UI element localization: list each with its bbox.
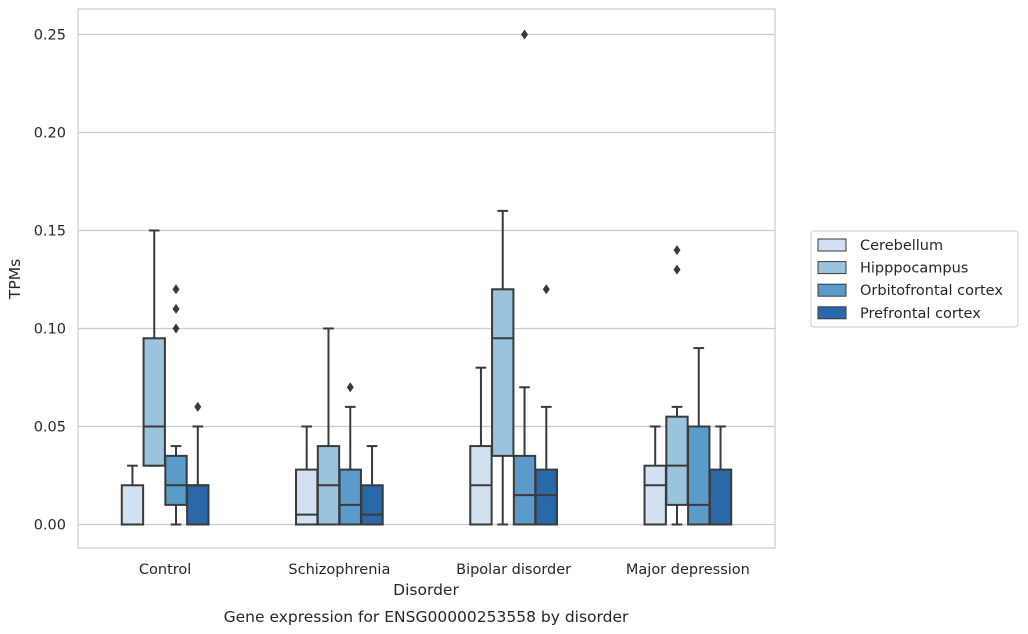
y-tick-label: 0.10 <box>34 321 66 337</box>
legend-label: Hipppocampus <box>860 261 968 277</box>
box-body <box>120 484 145 526</box>
box-prefrontal-cortex <box>534 284 558 526</box>
x-tick-labels: Control Schizophrenia Bipolar disorder Majo… <box>139 562 750 578</box>
box-body <box>534 468 558 526</box>
legend-label: Cerebellum <box>860 238 943 254</box>
box-cerebellum <box>469 366 493 526</box>
legend-swatch <box>817 261 847 275</box>
plot-area-frame <box>77 8 776 549</box>
y-tick-labels: 0.00 0.05 0.10 0.15 0.20 0.25 <box>34 27 66 533</box>
legend-item: Cerebellum <box>817 238 943 254</box>
y-tick-label: 0.00 <box>34 517 66 533</box>
x-tick-label: Major depression <box>626 562 750 578</box>
outlier-point <box>194 401 202 412</box>
legend-item: Hipppocampus <box>817 261 968 277</box>
y-axis-label: TPMs <box>6 259 24 300</box>
box-groups <box>120 29 733 526</box>
box-prefrontal-cortex <box>186 401 210 526</box>
chart-caption: Gene expression for ENSG00000253558 by d… <box>224 608 629 626</box>
outlier-point <box>542 284 550 295</box>
box-cerebellum <box>643 425 667 526</box>
box-body <box>164 454 188 506</box>
category-group <box>295 327 384 526</box>
legend-label: Orbitofrontal cortex <box>860 283 1003 299</box>
legend-item: Prefrontal cortex <box>817 306 981 322</box>
box-cerebellum <box>295 425 319 526</box>
box-body <box>708 468 733 526</box>
legend: Cerebellum Hipppocampus Orbitofrontal cort… <box>810 230 1019 328</box>
box-body <box>295 468 319 526</box>
box-orbitofrontal-cortex <box>164 284 188 526</box>
box-orbitofrontal-cortex <box>338 382 362 526</box>
legend-label: Prefrontal cortex <box>860 306 981 322</box>
legend-swatch <box>817 238 847 252</box>
box-body <box>687 425 711 526</box>
x-tick-label: Schizophrenia <box>288 562 390 578</box>
box-orbitofrontal-cortex <box>687 347 711 526</box>
y-tick-label: 0.05 <box>34 419 66 435</box>
outlier-point <box>172 303 180 314</box>
box-prefrontal-cortex <box>360 445 384 526</box>
box-body <box>338 468 362 526</box>
outlier-point <box>346 382 354 393</box>
box-prefrontal-cortex <box>708 425 733 526</box>
box-cerebellum <box>120 464 145 526</box>
y-tick-label: 0.20 <box>34 125 66 141</box>
box-body <box>491 288 515 457</box>
box-hipppocampus <box>665 245 689 526</box>
box-orbitofrontal-cortex <box>512 29 537 526</box>
outlier-point <box>172 323 180 334</box>
legend-item: Orbitofrontal cortex <box>817 283 1003 299</box>
box-body <box>512 454 537 526</box>
y-tick-label: 0.25 <box>34 27 66 43</box>
outlier-point <box>673 264 681 275</box>
x-axis-label: Disorder <box>393 581 459 599</box>
legend-items: Cerebellum Hipppocampus Orbitofrontal cort… <box>817 238 1003 322</box>
box-body <box>142 337 166 467</box>
box-body <box>665 415 689 506</box>
legend-swatch <box>817 306 847 320</box>
box-body <box>643 464 667 526</box>
y-tick-label: 0.15 <box>34 223 66 239</box>
x-tick-label: Bipolar disorder <box>456 562 571 578</box>
box-body <box>186 484 210 526</box>
category-group <box>469 29 558 526</box>
box-body <box>360 484 384 526</box>
legend-swatch <box>817 283 847 297</box>
category-group <box>120 229 210 526</box>
outlier-point <box>673 245 681 256</box>
x-tick-label: Control <box>139 562 191 578</box>
box-hipppocampus <box>142 229 166 467</box>
category-group <box>643 245 733 526</box>
outlier-point <box>172 284 180 295</box>
outlier-point <box>521 29 529 40</box>
legend-frame <box>810 230 1019 328</box>
box-hipppocampus <box>491 209 515 526</box>
